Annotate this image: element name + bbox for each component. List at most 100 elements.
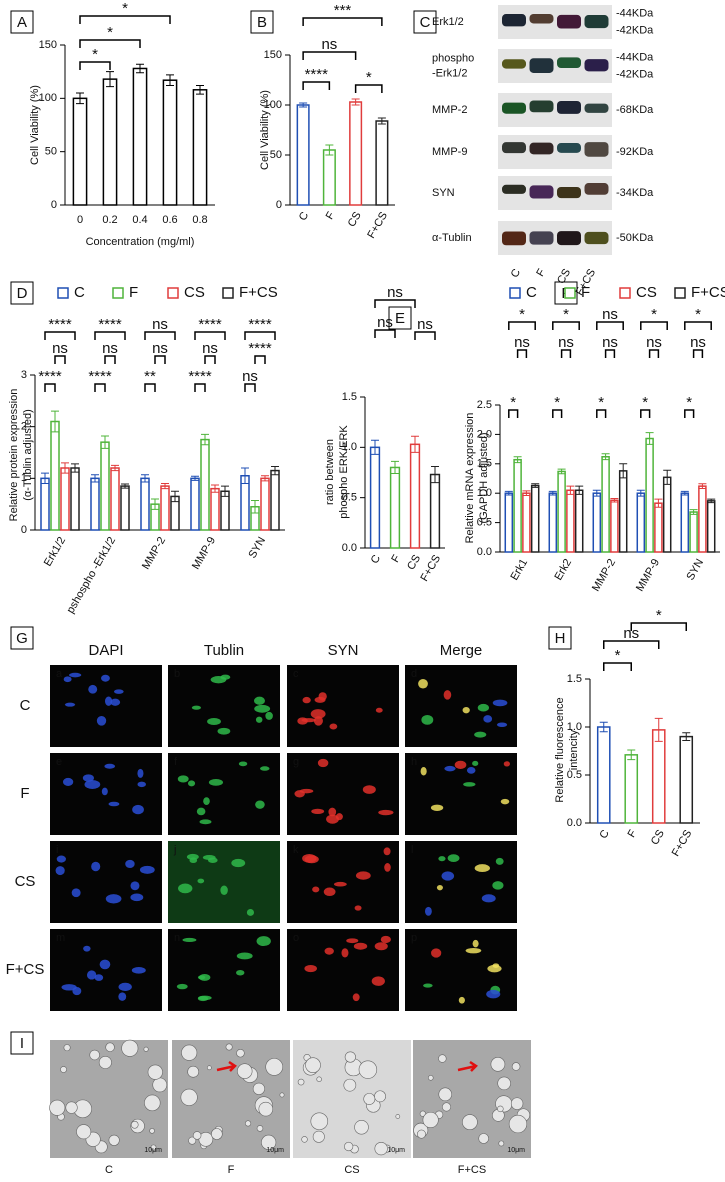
bar [70, 467, 80, 531]
sig-label: **** [248, 316, 272, 333]
error-bar [171, 490, 179, 503]
sig-label: **** [88, 368, 112, 385]
blot-band [502, 142, 526, 154]
legend-swatch [57, 287, 69, 299]
cell [301, 718, 316, 723]
cell [304, 855, 319, 864]
cell [265, 711, 273, 720]
cell [328, 807, 337, 817]
em-vesicle [149, 1128, 155, 1134]
y-axis-label: Cell Viability (%) [259, 90, 271, 170]
cell [326, 814, 339, 824]
cell [496, 722, 508, 728]
x-tick-label: MMP-9 [634, 557, 662, 594]
cell [82, 774, 95, 782]
bar [618, 470, 628, 553]
em-vesicle [49, 1099, 66, 1116]
y-tick-label: 0.5 [477, 517, 492, 529]
bar [322, 149, 336, 206]
bar [680, 492, 690, 553]
em-vesicle [256, 1125, 264, 1132]
sig-bracket [684, 409, 695, 418]
y-tick-label: 50 [270, 149, 282, 161]
cell [202, 854, 216, 861]
em-image [413, 1040, 531, 1158]
cell [86, 970, 97, 980]
error-bar [513, 456, 522, 464]
x-tick-label: 0.2 [102, 214, 117, 226]
bar [102, 78, 118, 206]
sig-bracket [79, 15, 171, 24]
blot-band [557, 143, 581, 153]
error-bar [261, 475, 269, 482]
sig-bracket [374, 329, 396, 338]
cell [55, 866, 65, 876]
panel-box [10, 281, 34, 305]
error-bar [504, 490, 513, 496]
sig-label: * [510, 394, 516, 411]
cell [254, 704, 271, 713]
sig-label: * [92, 46, 98, 63]
bar [389, 466, 401, 549]
cell [371, 976, 385, 986]
y-tick-label: 1.5 [342, 391, 357, 403]
tile-label: d [411, 668, 417, 680]
sig-bracket [414, 331, 436, 340]
em-label: C [105, 1164, 113, 1176]
bar [270, 469, 280, 531]
bar [610, 499, 619, 553]
arrow [216, 1060, 237, 1072]
em-vesicle [310, 1112, 329, 1131]
x-tick-label: F+CS [419, 553, 444, 584]
bar [375, 120, 389, 206]
em-vesicle [508, 1114, 528, 1134]
cell [492, 699, 508, 707]
error-bar [71, 463, 79, 473]
em-vesicle [344, 1051, 356, 1063]
row-label: CS [15, 873, 36, 890]
error-bar [111, 464, 119, 472]
y-tick-label: 100 [264, 99, 282, 111]
sig-bracket [603, 662, 632, 671]
cell [217, 727, 231, 735]
em-vesicle [252, 1082, 265, 1095]
error-bar [166, 74, 174, 87]
error-bar [391, 460, 399, 475]
cell [191, 705, 201, 710]
cell [197, 878, 205, 884]
sig-bracket [254, 355, 266, 364]
cell [101, 674, 110, 682]
legend-swatch [674, 287, 686, 299]
tile-label: k [293, 844, 299, 856]
sig-label: ns [602, 334, 618, 351]
blot-label: -Erk1/2 [432, 67, 467, 79]
bar [192, 89, 208, 206]
y-tick-label: 2.5 [477, 399, 492, 411]
error-bar [151, 498, 159, 510]
em-vesicle [261, 1134, 277, 1150]
cell [207, 718, 221, 726]
cell [110, 698, 121, 706]
sig-bracket [94, 331, 126, 340]
em-vesicle [236, 1049, 245, 1058]
sig-label: * [554, 394, 560, 411]
sig-label: ns [623, 625, 639, 642]
x-tick-label: F+CS [365, 210, 390, 241]
blot-marker: -44KDa [616, 7, 654, 19]
tile-label: h [411, 756, 417, 768]
blot-marker: -44KDa [616, 51, 654, 63]
cell [236, 952, 253, 960]
x-tick-label: MMP-9 [190, 535, 218, 572]
y-tick-label: 1.0 [477, 487, 492, 499]
error-bar [531, 483, 540, 488]
tile-label: c [293, 668, 299, 680]
x-tick-label: SYN [246, 535, 268, 561]
em-vesicle [416, 1129, 426, 1139]
panel-box [388, 306, 412, 330]
blot-band [584, 59, 609, 72]
cell [329, 723, 338, 730]
sig-bracket [552, 321, 580, 330]
sig-bracket [54, 355, 66, 364]
cell [196, 807, 206, 816]
column-header: SYN [328, 642, 359, 659]
